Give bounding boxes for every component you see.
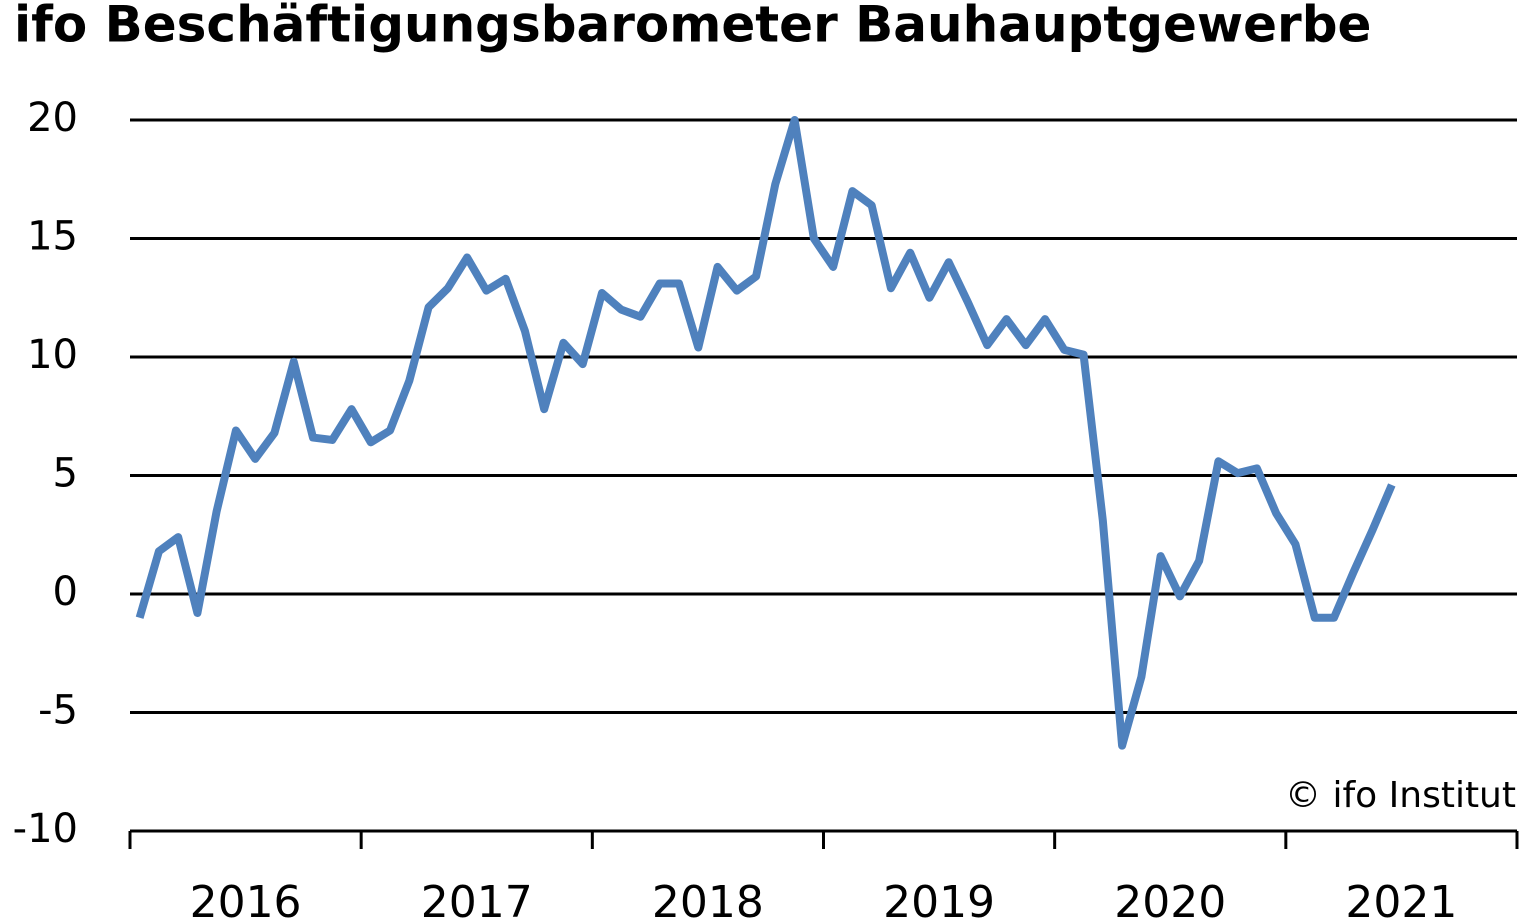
data-line bbox=[135, 116, 1396, 750]
x-tick-label: 2020 bbox=[1114, 877, 1226, 923]
y-tick-label: 0 bbox=[53, 569, 78, 615]
x-tick-label: 2018 bbox=[652, 877, 764, 923]
y-tick-label: 10 bbox=[27, 332, 78, 378]
copyright: © ifo Institut bbox=[1285, 775, 1516, 816]
x-tick-label: 2021 bbox=[1345, 877, 1457, 923]
y-tick-label: 5 bbox=[53, 451, 78, 497]
y-tick-label: 15 bbox=[27, 214, 78, 260]
x-tick-label: 2017 bbox=[421, 877, 533, 923]
chart-title: ifo Beschäftigungsbarometer Bauhauptgewe… bbox=[14, 0, 1371, 54]
y-tick-label: -10 bbox=[13, 806, 78, 852]
x-tick-label: 2019 bbox=[883, 877, 995, 923]
y-tick-label: 20 bbox=[27, 95, 78, 141]
y-tick-label: -5 bbox=[38, 688, 78, 734]
x-tick-label: 2016 bbox=[190, 877, 302, 923]
